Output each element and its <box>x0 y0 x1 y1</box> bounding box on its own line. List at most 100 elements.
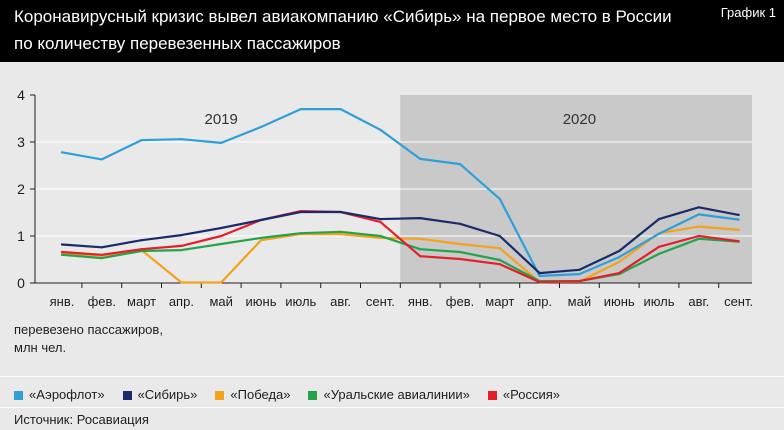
data-point-pobeda <box>737 228 740 231</box>
data-point-rossiya <box>538 281 541 284</box>
data-point-pobeda <box>419 237 422 240</box>
data-point-pobeda <box>458 242 462 246</box>
data-point-sibir <box>180 234 183 237</box>
figure-label: График 1 <box>720 5 776 20</box>
data-point-uralskie-avialinii <box>657 252 661 255</box>
data-point-aeroflot <box>259 125 263 129</box>
data-point-rossiya <box>140 248 143 251</box>
data-point-uralskie-avialinii <box>458 250 462 254</box>
data-point-pobeda <box>697 225 700 228</box>
x-tick-label: фев. <box>88 294 116 309</box>
data-point-aeroflot <box>220 141 223 144</box>
chart-header: Коронавирусный кризис вывел авиакомпанию… <box>0 0 784 62</box>
data-point-uralskie-avialinii <box>697 237 700 240</box>
divider <box>0 376 784 377</box>
data-point-sibir <box>379 218 382 221</box>
legend-label: «Уральские авиалинии» <box>323 387 470 402</box>
data-point-sibir <box>220 226 223 230</box>
data-point-uralskie-avialinii <box>60 253 64 256</box>
data-point-rossiya <box>498 263 501 266</box>
data-point-rossiya <box>220 234 223 238</box>
data-point-sibir <box>140 239 143 242</box>
legend-label: «Аэрофлот» <box>29 387 105 402</box>
data-point-sibir <box>697 206 700 209</box>
data-point-sibir <box>618 249 621 253</box>
data-point-sibir <box>419 217 422 220</box>
data-point-sibir <box>657 218 661 221</box>
x-tick-label: июль <box>285 294 316 309</box>
y-axis-label-line-1: перевезено пассажиров, <box>14 322 163 337</box>
data-point-sibir <box>259 218 263 222</box>
legend-item-pobeda: «Победа» <box>215 386 290 404</box>
x-tick-label: июнь <box>246 294 277 309</box>
data-point-aeroflot <box>180 138 183 141</box>
data-point-rossiya <box>618 272 621 275</box>
data-point-rossiya <box>458 257 462 261</box>
data-point-aeroflot <box>60 151 64 154</box>
series-line-sibir <box>60 206 740 275</box>
data-point-pobeda <box>220 281 223 284</box>
legend-swatch <box>14 390 23 400</box>
x-tick-label: июнь <box>604 294 635 309</box>
x-tick-label: апр. <box>169 294 194 309</box>
chart-title-line-1: Коронавирусный кризис вывел авиакомпанию… <box>14 7 672 26</box>
data-point-aeroflot <box>538 274 541 277</box>
data-point-uralskie-avialinii <box>339 230 342 233</box>
legend: «Аэрофлот» «Сибирь» «Победа» «Уральские … <box>14 386 560 404</box>
x-axis-labels: янв. фев. март апр. май июнь июль авг. сент. янв.… <box>50 294 753 309</box>
data-point-uralskie-avialinii <box>100 257 103 260</box>
data-point-uralskie-avialinii <box>180 249 183 252</box>
x-tick-label: июль <box>643 294 674 309</box>
x-tick-label: март <box>127 294 156 309</box>
data-point-aeroflot <box>458 163 462 166</box>
data-point-pobeda <box>339 233 342 236</box>
x-tick-label: март <box>485 294 514 309</box>
data-point-aeroflot <box>618 256 621 259</box>
legend-swatch <box>215 390 225 400</box>
legend-swatch <box>308 390 318 400</box>
x-tick-label: янв. <box>408 294 433 309</box>
data-point-sibir <box>299 210 302 214</box>
x-tick-label: сент. <box>366 294 395 309</box>
data-point-uralskie-avialinii <box>498 258 501 262</box>
x-tick-label: фев. <box>446 294 474 309</box>
x-tick-label: авг. <box>688 294 709 309</box>
data-point-uralskie-avialinii <box>220 242 223 246</box>
divider <box>0 407 784 408</box>
period-labels: 2019 2020 <box>205 111 597 128</box>
x-tick-label: янв. <box>50 294 75 309</box>
data-point-aeroflot <box>657 232 661 235</box>
y-tick-label: 3 <box>17 134 25 150</box>
series-line-rossiya <box>60 210 740 284</box>
y-axis-label-line-2: млн чел. <box>14 340 67 355</box>
data-point-pobeda <box>379 236 382 239</box>
x-tick-label: май <box>568 294 591 309</box>
data-point-sibir <box>100 246 103 249</box>
data-point-sibir <box>578 268 581 271</box>
data-point-aeroflot <box>498 197 501 200</box>
data-point-rossiya <box>657 245 661 248</box>
data-point-uralskie-avialinii <box>140 249 143 253</box>
data-point-pobeda <box>259 239 263 242</box>
data-point-rossiya <box>578 280 581 283</box>
legend-item-sibir: «Сибирь» <box>122 386 197 404</box>
period-label: 2020 <box>563 111 596 128</box>
data-point-aeroflot <box>299 108 302 111</box>
chart-title-line-2: по количеству перевезенных пассажиров <box>14 34 341 53</box>
data-point-uralskie-avialinii <box>259 236 263 239</box>
data-point-rossiya <box>100 253 103 256</box>
x-tick-label: сент. <box>724 294 753 309</box>
data-point-uralskie-avialinii <box>299 232 302 235</box>
legend-label: «Победа» <box>230 387 291 402</box>
legend-item-aeroflot: «Аэрофлот» <box>14 386 105 404</box>
data-point-sibir <box>737 213 740 216</box>
data-point-sibir <box>60 243 64 246</box>
data-point-rossiya <box>419 255 422 258</box>
axis-ticks: 0 1 2 3 4 <box>17 87 720 291</box>
data-point-rossiya <box>379 220 382 223</box>
data-point-aeroflot <box>737 218 740 221</box>
series-line-uralskie-avialinii <box>60 230 740 283</box>
data-point-aeroflot <box>140 139 143 142</box>
data-point-rossiya <box>60 250 64 254</box>
y-tick-label: 2 <box>17 181 25 197</box>
